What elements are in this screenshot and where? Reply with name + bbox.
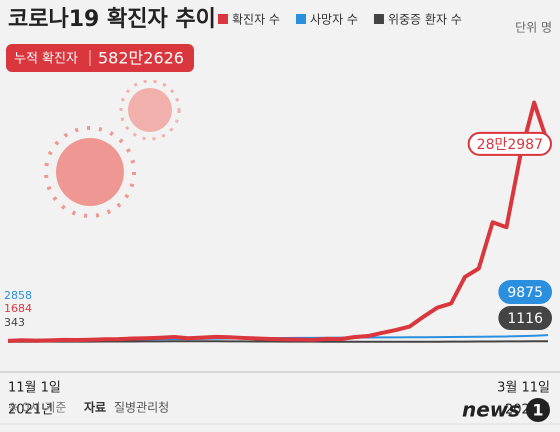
logo: news xyxy=(462,398,520,422)
chart-title: 코로나19 확진자 추이 xyxy=(8,7,216,32)
legend-label: 확진자 수 xyxy=(232,13,280,27)
legend-swatch xyxy=(373,14,384,24)
legend-label: 위중증 환자 수 xyxy=(388,13,462,27)
logo-num: 1 xyxy=(532,401,543,420)
end-label-bg xyxy=(467,131,552,156)
legend-swatch xyxy=(295,14,306,24)
source: 질병관리청 xyxy=(114,401,169,415)
x-tick-label: 3월 11일 xyxy=(497,381,550,396)
cumulative-label: 누적 확진자 xyxy=(14,52,78,67)
end-label: 1116 xyxy=(498,306,552,330)
legend-label: 사망자 수 xyxy=(310,13,358,27)
source-note: ※ 0시 기준 xyxy=(8,401,66,415)
unit-label: 단위 명 xyxy=(515,21,552,35)
x-tick-label: 11월 1일 xyxy=(8,381,61,396)
start-label: 343 xyxy=(4,316,25,329)
x-year-label: 2021년 xyxy=(8,403,53,418)
end-label-text: 1116 xyxy=(507,311,543,327)
virus-decoration xyxy=(44,79,181,218)
legend-swatch xyxy=(218,14,228,24)
end-label-bg xyxy=(498,306,552,330)
source-label: 자료 xyxy=(84,400,106,415)
cumulative-bg xyxy=(6,44,194,72)
start-label: 2858 xyxy=(4,289,32,302)
cumulative-box: 누적 확진자 582만2626 xyxy=(6,44,194,72)
end-label-text: 28만2987 xyxy=(477,137,543,153)
line xyxy=(7,340,549,343)
legend: 확진자 수 사망자 수 위중증 환자 수 xyxy=(218,13,462,27)
cumulative-value: 582만2626 xyxy=(98,49,184,68)
end-label: 9875 xyxy=(498,280,552,304)
end-label: 28만2987 xyxy=(467,131,552,156)
line xyxy=(7,100,550,343)
end-label-text: 9875 xyxy=(507,285,543,301)
start-label: 1684 xyxy=(4,302,32,315)
end-label-bg xyxy=(498,280,552,304)
logo-circle xyxy=(526,398,550,422)
